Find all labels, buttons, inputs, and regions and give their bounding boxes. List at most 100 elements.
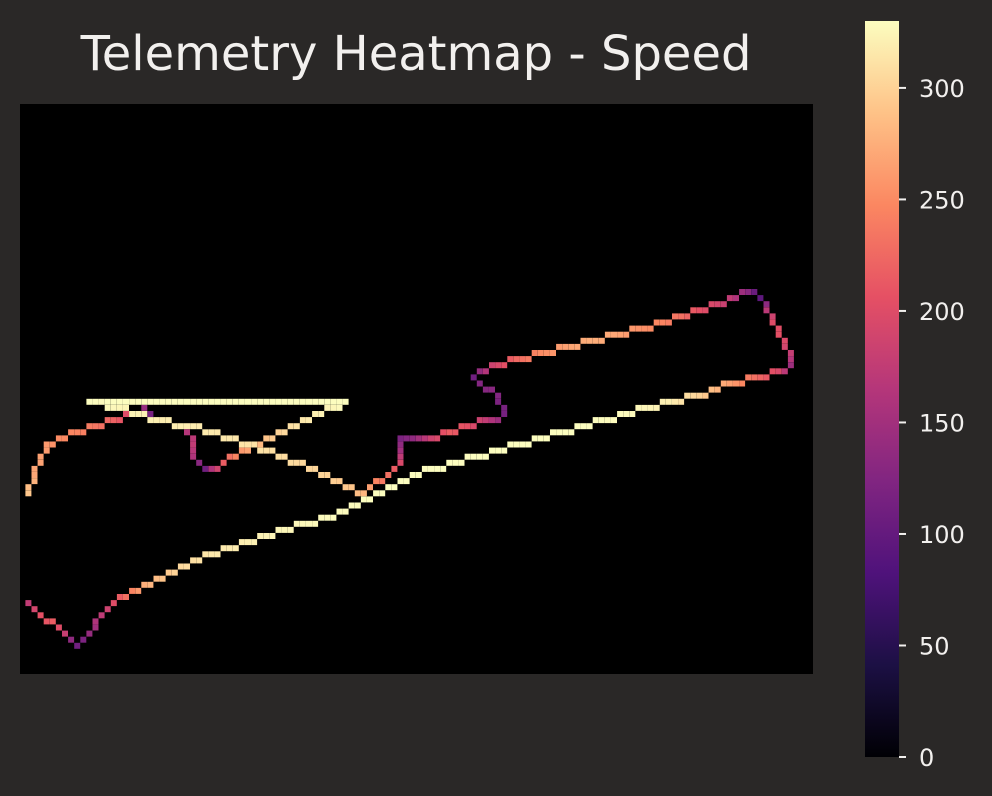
colorbar-tick-label: 100	[919, 521, 965, 549]
heatmap-cell	[55, 435, 62, 442]
heatmap-cell	[104, 606, 111, 613]
heatmap-cell	[43, 447, 50, 454]
heatmap-cell	[220, 435, 227, 442]
heatmap-cell	[513, 356, 520, 363]
heatmap-cell	[299, 417, 306, 424]
heatmap-cell	[763, 307, 770, 314]
heatmap-cell	[324, 404, 331, 411]
heatmap-cell	[550, 429, 556, 436]
heatmap-cell	[495, 417, 502, 424]
heatmap-cell	[281, 398, 288, 405]
heatmap-cell	[177, 423, 184, 430]
heatmap-cell	[647, 404, 654, 411]
heatmap-cell	[702, 392, 709, 399]
heatmap-cell	[245, 398, 251, 405]
heatmap-cell	[62, 435, 68, 442]
heatmap-cell	[98, 398, 105, 405]
heatmap-cell	[330, 478, 337, 485]
heatmap-cell	[159, 417, 166, 424]
heatmap-cell	[171, 398, 178, 405]
heatmap-cell	[214, 465, 221, 472]
heatmap-cell	[269, 398, 276, 405]
heatmap-cell	[165, 417, 172, 424]
heatmap-cell	[592, 417, 599, 424]
heatmap-cell	[190, 423, 197, 430]
heatmap-cell	[159, 575, 166, 582]
heatmap-cell	[745, 374, 752, 381]
heatmap-cell	[342, 398, 349, 405]
heatmap-cell	[202, 465, 209, 472]
heatmap-cell	[641, 404, 648, 411]
heatmap-cell	[568, 429, 575, 436]
heatmap-cell	[306, 398, 312, 405]
heatmap-cell	[653, 319, 660, 326]
heatmap-cell	[580, 337, 587, 344]
heatmap-cell	[226, 545, 233, 552]
heatmap-cell	[476, 453, 483, 460]
heatmap-cell	[171, 423, 178, 430]
heatmap-cell	[141, 581, 148, 588]
heatmap-cell	[153, 575, 160, 582]
heatmap-cell	[415, 435, 422, 442]
heatmap-cell	[214, 551, 221, 558]
heatmap-cell	[373, 490, 380, 497]
heatmap-cell	[342, 508, 349, 515]
heatmap-cell	[495, 362, 502, 369]
heatmap-cell	[739, 289, 746, 295]
heatmap-cell	[196, 398, 203, 405]
heatmap-cell	[598, 337, 605, 344]
heatmap-cell	[726, 295, 733, 302]
heatmap-cell	[781, 343, 788, 350]
colorbar-tick-label: 0	[919, 744, 934, 772]
chart-title: Telemetry Heatmap - Speed	[80, 26, 752, 82]
heatmap-cell	[257, 441, 264, 448]
heatmap-cell	[476, 417, 483, 424]
heatmap-cell	[629, 325, 636, 332]
heatmap-cell	[318, 398, 325, 405]
heatmap-cell	[232, 398, 239, 405]
colorbar-tick-label: 150	[919, 409, 965, 437]
heatmap-cell	[708, 386, 715, 393]
heatmap-cell	[269, 447, 276, 454]
heatmap-cell	[263, 533, 270, 539]
heatmap-cell	[257, 447, 264, 454]
heatmap-cell	[342, 484, 349, 491]
heatmap-cell	[470, 423, 477, 430]
heatmap-cell	[537, 350, 544, 356]
heatmap-cell	[208, 429, 215, 436]
heatmap-cell	[604, 331, 611, 338]
heatmap-cell	[287, 459, 294, 466]
heatmap-cell	[690, 392, 697, 399]
colorbar-tick-label: 250	[919, 186, 965, 214]
heatmap-cell	[184, 429, 190, 436]
heatmap-cell	[318, 472, 325, 478]
heatmap-cell	[245, 441, 251, 448]
heatmap-cell	[98, 612, 105, 619]
heatmap-cell	[202, 429, 209, 436]
heatmap-cell	[306, 520, 312, 527]
heatmap-cell	[476, 380, 483, 387]
heatmap-cell	[787, 350, 794, 356]
heatmap-cell	[379, 490, 386, 497]
heatmap-cell	[556, 429, 563, 436]
heatmap-cell	[531, 435, 538, 442]
heatmap-cell	[104, 404, 111, 411]
heatmap-cell	[226, 398, 233, 405]
heatmap-cell	[501, 447, 508, 454]
heatmap-cell	[226, 435, 233, 442]
heatmap-cell	[299, 459, 306, 466]
heatmap-cell	[190, 435, 197, 442]
heatmap-cell	[464, 453, 471, 460]
heatmap-cell	[519, 356, 526, 363]
heatmap-cell	[214, 398, 221, 405]
heatmap-cell	[251, 539, 258, 546]
heatmap-cell	[543, 350, 550, 356]
heatmap-cell	[769, 368, 776, 375]
heatmap-cell	[775, 331, 782, 338]
heatmap-cell	[129, 587, 136, 594]
heatmap-cell	[763, 301, 770, 308]
heatmap-cell	[354, 502, 361, 509]
heatmap-cell	[446, 429, 453, 436]
heatmap-cell	[196, 459, 203, 466]
heatmap-cell	[31, 606, 38, 613]
